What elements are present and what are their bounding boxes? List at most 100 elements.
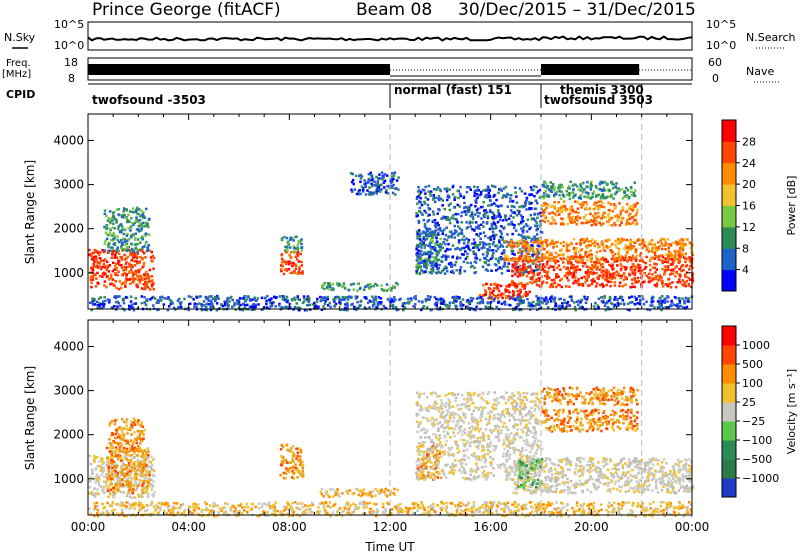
power-pixel — [428, 207, 431, 210]
power-pixel — [492, 243, 495, 246]
velocity-pixel — [153, 458, 156, 461]
power-pixel — [604, 302, 607, 305]
power-pixel — [629, 217, 632, 220]
velocity-pixel — [152, 480, 155, 483]
power-pixel — [143, 273, 146, 276]
power-pixel — [550, 181, 553, 184]
velocity-pixel — [115, 484, 118, 487]
power-pixel — [674, 254, 677, 257]
power-pixel — [160, 299, 163, 302]
power-pixel — [642, 298, 645, 301]
power-pixel — [416, 259, 419, 262]
velocity-pixel — [109, 489, 112, 492]
power-pixel — [134, 264, 137, 267]
velocity-pixel — [115, 470, 118, 473]
velocity-pixel — [119, 479, 122, 482]
power-pixel — [484, 235, 487, 238]
power-pixel — [139, 249, 142, 252]
power-pixel — [93, 261, 96, 264]
power-pixel — [685, 238, 688, 241]
power-pixel — [424, 247, 427, 250]
power-pixel — [688, 277, 691, 280]
power-pixel — [106, 269, 109, 272]
power-pixel — [212, 298, 215, 301]
power-pixel — [663, 238, 666, 241]
power-pixel — [446, 190, 449, 193]
power-pixel — [654, 271, 657, 274]
velocity-pixel — [130, 466, 133, 469]
power-cbar-label-1: 8 — [742, 242, 749, 255]
power-pixel — [435, 263, 438, 266]
power-pixel — [558, 184, 561, 187]
power-pixel — [636, 202, 639, 205]
power-pixel — [543, 257, 546, 260]
power-pixel — [154, 297, 157, 300]
power-pixel — [650, 243, 653, 246]
velocity-pixel — [94, 487, 97, 490]
power-pixel — [493, 237, 496, 240]
power-pixel — [687, 259, 690, 262]
power-pixel — [577, 268, 580, 271]
power-pixel — [429, 246, 432, 249]
power-pixel — [118, 302, 121, 305]
velocity-pixel — [110, 480, 113, 483]
power-pixel — [540, 301, 543, 304]
power-pixel — [473, 186, 476, 189]
power-pixel — [543, 253, 546, 256]
power-pixel — [119, 231, 122, 234]
power-pixel — [651, 251, 654, 254]
power-pixel — [470, 204, 473, 207]
power-pixel — [386, 174, 389, 177]
power-pixel — [552, 286, 555, 289]
power-pixel — [639, 243, 642, 246]
power-pixel — [575, 243, 578, 246]
power-pixel — [499, 230, 502, 233]
power-pixel — [620, 260, 623, 263]
velocity-pixel — [142, 470, 145, 473]
power-pixel — [515, 195, 518, 198]
power-pixel — [521, 205, 524, 208]
power-pixel — [136, 243, 139, 246]
power-pixel — [651, 304, 654, 307]
power-pixel — [227, 306, 230, 309]
power-pixel — [623, 247, 626, 250]
power-pixel — [619, 224, 622, 227]
power-pixel — [436, 267, 439, 270]
power-pixel — [559, 279, 562, 282]
power-pixel — [452, 244, 455, 247]
power-pixel — [553, 201, 556, 204]
power-pixel — [110, 246, 113, 249]
power-pixel — [356, 290, 359, 293]
power-pixel — [516, 290, 519, 293]
power-pixel — [419, 273, 422, 276]
power-pixel — [595, 240, 598, 243]
power-pixel — [459, 301, 462, 304]
power-pixel — [619, 213, 622, 216]
power-pixel — [148, 244, 151, 247]
power-pixel — [622, 273, 625, 276]
freq-panel: Freq. [MHz] 18 8 60 0 Nave — [2, 56, 780, 85]
power-pixel — [594, 302, 597, 305]
velocity-pixel — [142, 488, 145, 491]
power-pixel — [508, 218, 511, 221]
power-pixel — [606, 240, 609, 243]
power-pixel — [607, 202, 610, 205]
power-pixel — [476, 257, 479, 260]
power-pixel — [419, 197, 422, 200]
power-pixel — [566, 250, 569, 253]
velocity-pixel — [121, 468, 124, 471]
power-pixel — [301, 270, 304, 273]
power-pixel — [419, 257, 422, 260]
power-pixel — [487, 187, 490, 190]
power-pixel — [361, 175, 364, 178]
power-pixel — [127, 214, 130, 217]
power-pixel — [627, 208, 630, 211]
power-pixel — [291, 299, 294, 302]
velocity-pixel — [147, 447, 150, 450]
power-pixel — [488, 288, 491, 291]
velocity-pixel — [120, 460, 123, 463]
power-pixel — [145, 271, 148, 274]
power-pixel — [104, 213, 107, 216]
power-pixel — [534, 208, 537, 211]
nsearch-label: N.Search — [746, 31, 796, 44]
